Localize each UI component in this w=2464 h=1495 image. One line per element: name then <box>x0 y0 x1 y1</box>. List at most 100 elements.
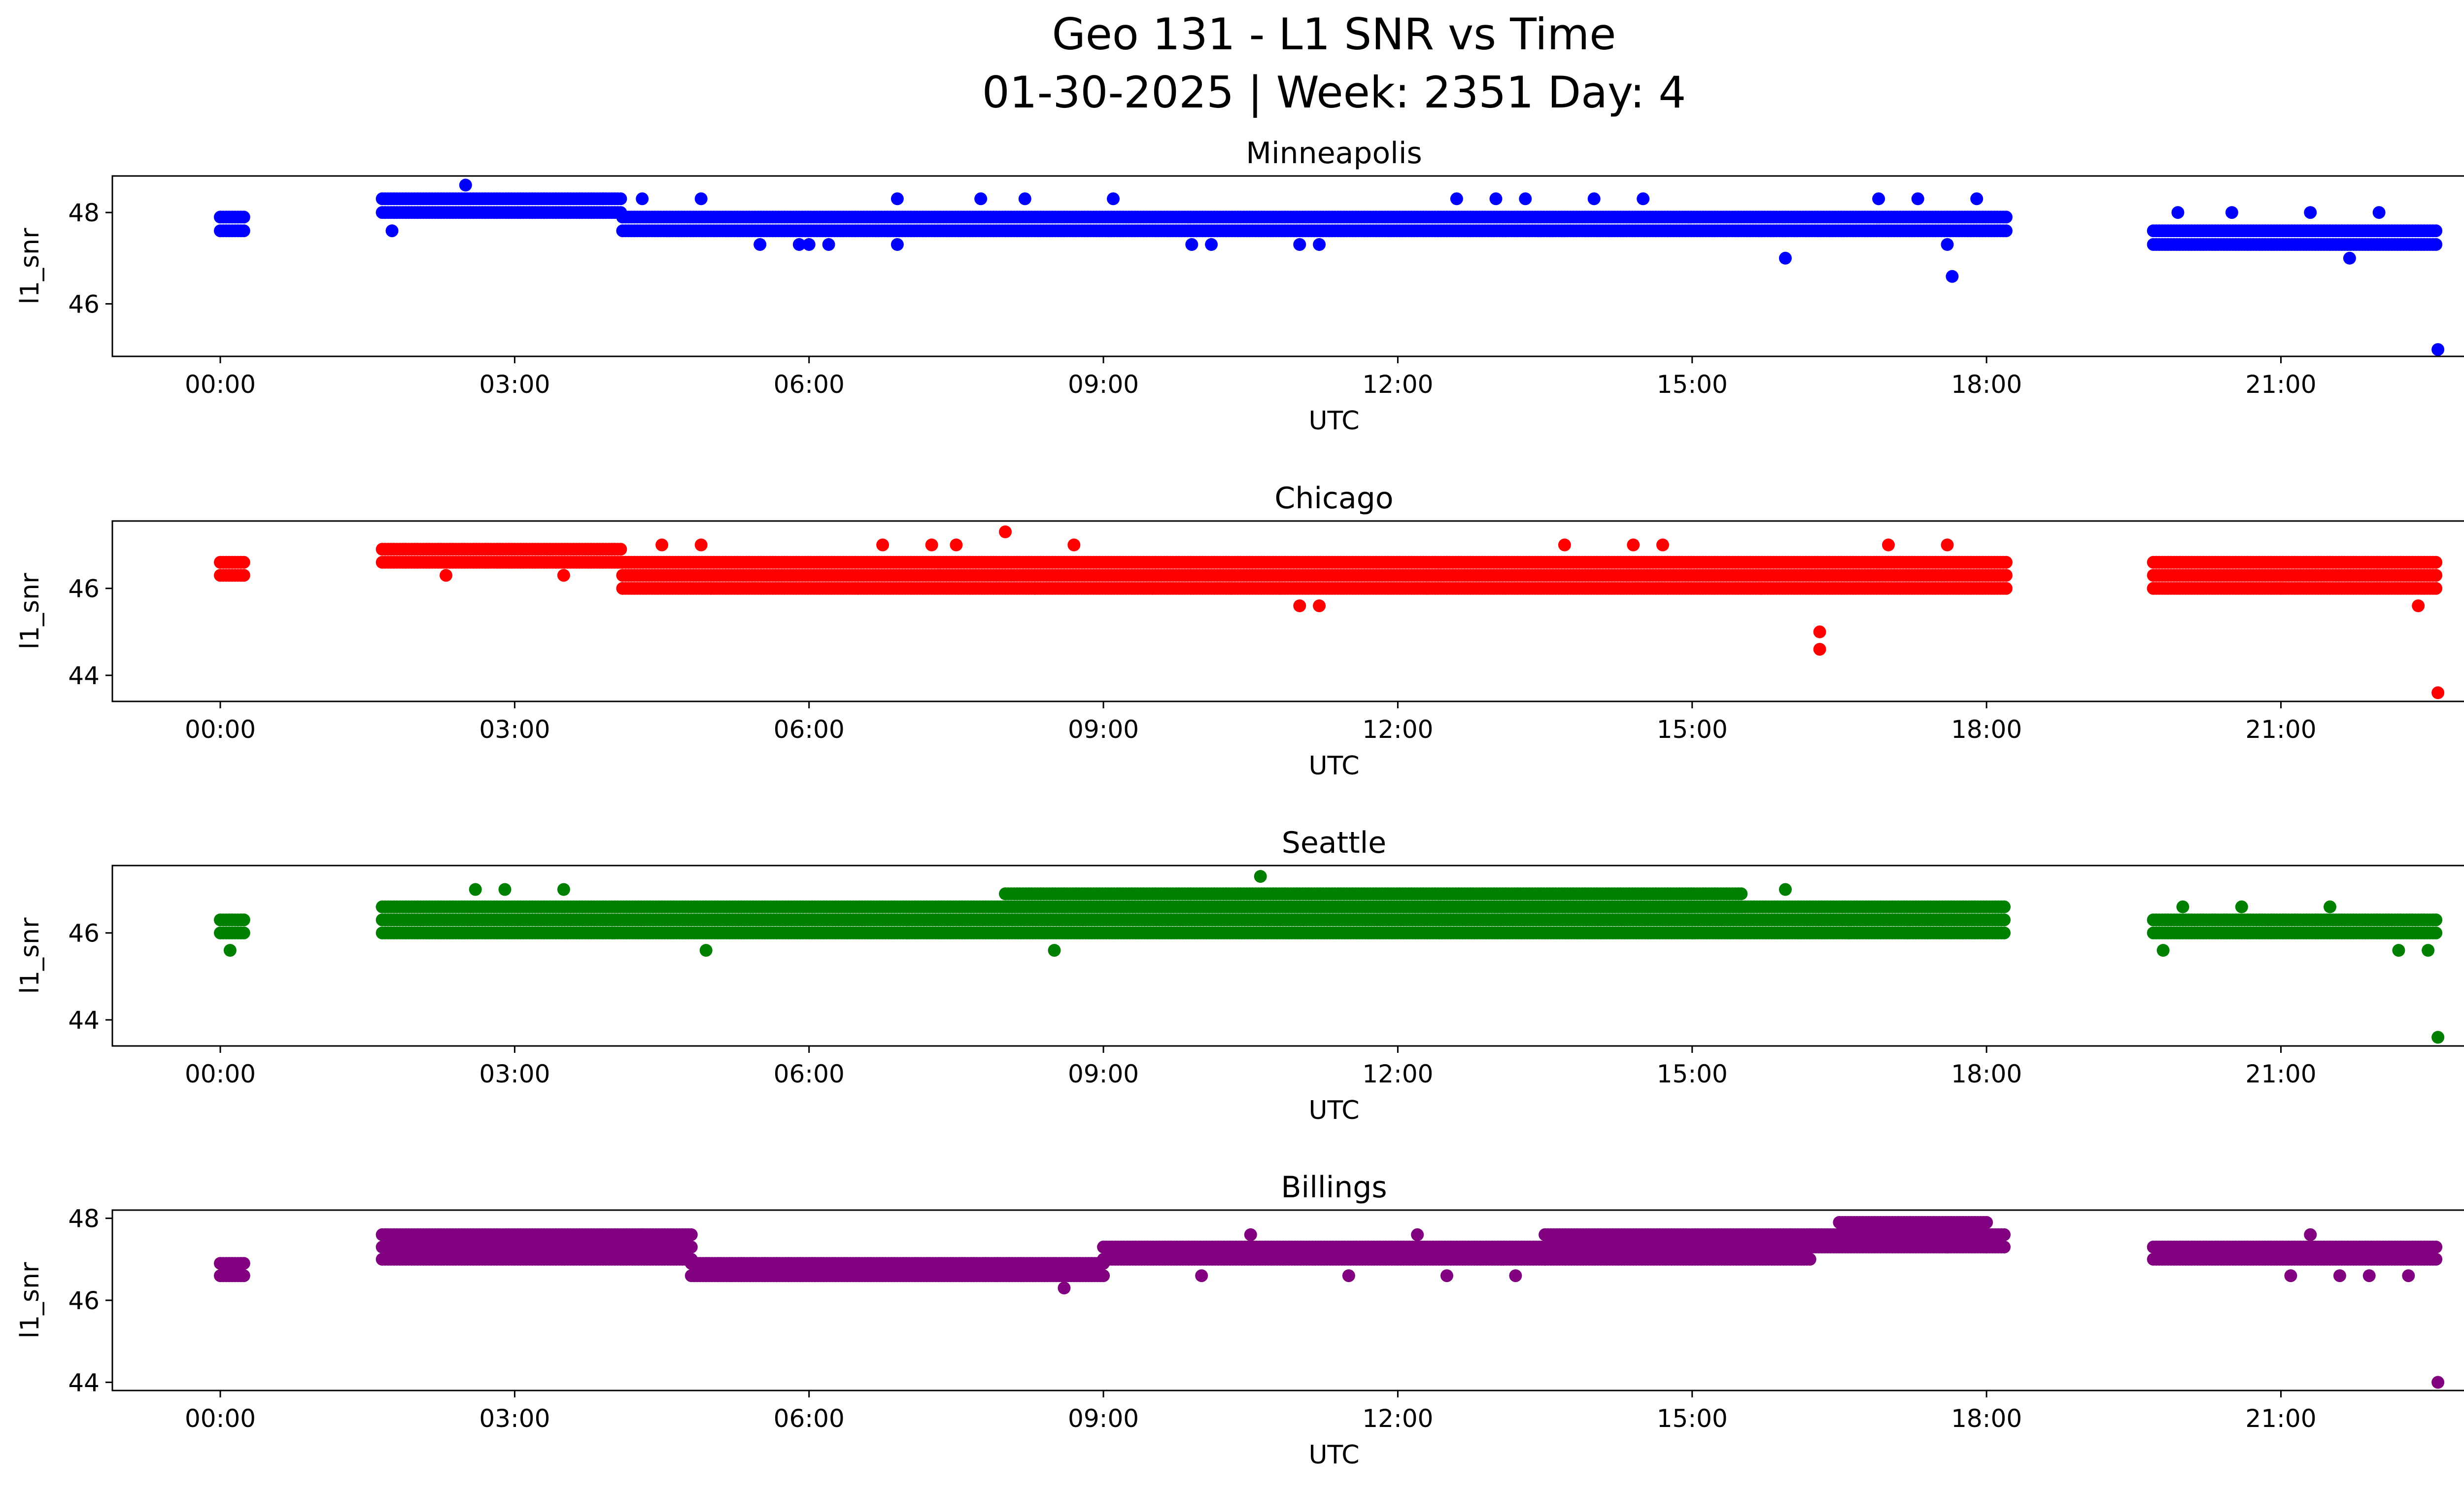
data-point-outlier <box>2274 582 2288 595</box>
data-point-outlier <box>440 569 452 582</box>
data-point-outlier <box>876 538 890 552</box>
y-tick-label: 48 <box>68 199 100 227</box>
subplot-minneapolis: Minneapolis 00:00 03:00 06:00 09:00 12:00 15:0… <box>15 136 2464 436</box>
data-point <box>237 224 250 238</box>
data-point-outlier <box>1813 643 1826 656</box>
x-tick-label: 06:00 <box>774 715 845 744</box>
data-point-outlier <box>753 238 767 251</box>
data-point-outlier <box>596 192 610 206</box>
scatter-series-minneapolis <box>214 178 2445 356</box>
data-point-outlier <box>1637 192 1650 206</box>
data-point-outlier <box>2147 582 2160 595</box>
data-point-outlier <box>1018 192 1031 206</box>
data-point <box>1999 569 2013 582</box>
y-tick-label: 46 <box>68 290 100 318</box>
data-point-outlier <box>1450 192 1463 206</box>
data-point-outlier <box>1558 538 1571 552</box>
x-tick-label: 06:00 <box>774 370 845 399</box>
data-point-outlier <box>2225 206 2238 219</box>
data-point-outlier <box>704 582 718 595</box>
x-tick-label: 00:00 <box>185 370 256 399</box>
axes-frame-minneapolis <box>111 175 2464 357</box>
data-point-outlier <box>2343 251 2356 265</box>
data-point-outlier <box>1421 582 1434 595</box>
data-point <box>1999 210 2013 224</box>
data-point-outlier <box>655 538 669 552</box>
y-tick-label: 46 <box>68 575 100 603</box>
data-point-outlier <box>802 238 816 251</box>
figure-title-line1: Geo 131 - L1 SNR vs Time <box>1052 9 1616 60</box>
y-tick-label: 44 <box>68 661 100 690</box>
figure-title-line2: 01-30-2025 | Week: 2351 Day: 4 <box>982 67 1686 118</box>
x-tick-label: 18:00 <box>1951 370 2022 399</box>
data-point-outlier <box>2412 599 2425 612</box>
data-point-outlier <box>1028 582 1041 595</box>
data-point-outlier <box>636 192 649 206</box>
scatter-series-seattle <box>214 870 2445 1044</box>
data-point-outlier <box>1293 599 1306 612</box>
data-point <box>1999 224 2013 238</box>
scatter-series-chicago <box>214 525 2445 699</box>
x-axis-label-chicago: UTC <box>1308 751 1359 781</box>
data-point <box>614 543 627 556</box>
data-point <box>1999 582 2013 595</box>
data-point-outlier <box>459 178 472 192</box>
x-tick-label: 15:00 <box>1657 715 1728 744</box>
data-point-outlier <box>1941 538 1954 552</box>
data-point <box>237 926 250 939</box>
data-point-outlier <box>822 238 835 251</box>
data-point <box>2430 224 2443 238</box>
data-point-outlier <box>1587 192 1601 206</box>
y-axis-label-chicago: l1_snr <box>15 573 45 650</box>
subplot-title-minneapolis: Minneapolis <box>1246 136 1422 171</box>
data-point-outlier <box>1293 238 1306 251</box>
x-tick-label: 12:00 <box>1362 370 1433 399</box>
data-point <box>237 569 250 582</box>
data-point <box>237 210 250 224</box>
data-point-outlier <box>1489 192 1503 206</box>
x-tick-label: 09:00 <box>1068 370 1139 399</box>
data-point <box>237 913 250 927</box>
x-tick-label: 15:00 <box>1657 370 1728 399</box>
data-point-outlier <box>890 238 904 251</box>
data-point-outlier <box>1273 582 1287 595</box>
data-point-outlier <box>557 569 570 582</box>
data-point-outlier <box>1107 192 1120 206</box>
x-tick-label: 09:00 <box>1068 715 1139 744</box>
data-point-outlier <box>1754 582 1768 595</box>
x-tick-label: 03:00 <box>479 715 550 744</box>
data-point-outlier <box>1313 238 1326 251</box>
data-point-outlier <box>1519 192 1532 206</box>
data-point-outlier <box>2431 686 2445 699</box>
data-point-outlier <box>852 582 865 595</box>
data-point-outlier <box>950 538 963 552</box>
y-axis-label-minneapolis: l1_snr <box>15 228 45 305</box>
data-point-outlier <box>1813 625 1826 638</box>
data-point-outlier <box>2171 206 2185 219</box>
x-tick-label: 21:00 <box>2245 370 2316 399</box>
data-point-outlier <box>385 224 399 238</box>
data-point <box>2430 238 2443 251</box>
x-tick-label: 03:00 <box>479 370 550 399</box>
data-point-outlier <box>925 538 938 552</box>
data-point-outlier <box>1882 538 1895 552</box>
data-point-outlier <box>1872 192 1885 206</box>
data-point-outlier <box>1185 238 1198 251</box>
data-point-outlier <box>890 192 904 206</box>
data-point-outlier <box>1627 538 1640 552</box>
data-point-outlier <box>1146 582 1159 595</box>
data-point-outlier <box>1067 538 1081 552</box>
data-point <box>2430 569 2443 582</box>
data-point-outlier <box>1941 238 1954 251</box>
data-point-outlier <box>694 192 708 206</box>
axes-frame-chicago <box>111 520 2464 702</box>
data-point-outlier <box>2431 343 2445 356</box>
data-point <box>1999 556 2013 569</box>
data-point-outlier <box>1313 599 1326 612</box>
data-point <box>2430 556 2443 569</box>
x-tick-label: 00:00 <box>185 715 256 744</box>
subplots: Minneapolis 00:00 03:00 06:00 09:00 12:00 15:0… <box>15 136 2464 1470</box>
